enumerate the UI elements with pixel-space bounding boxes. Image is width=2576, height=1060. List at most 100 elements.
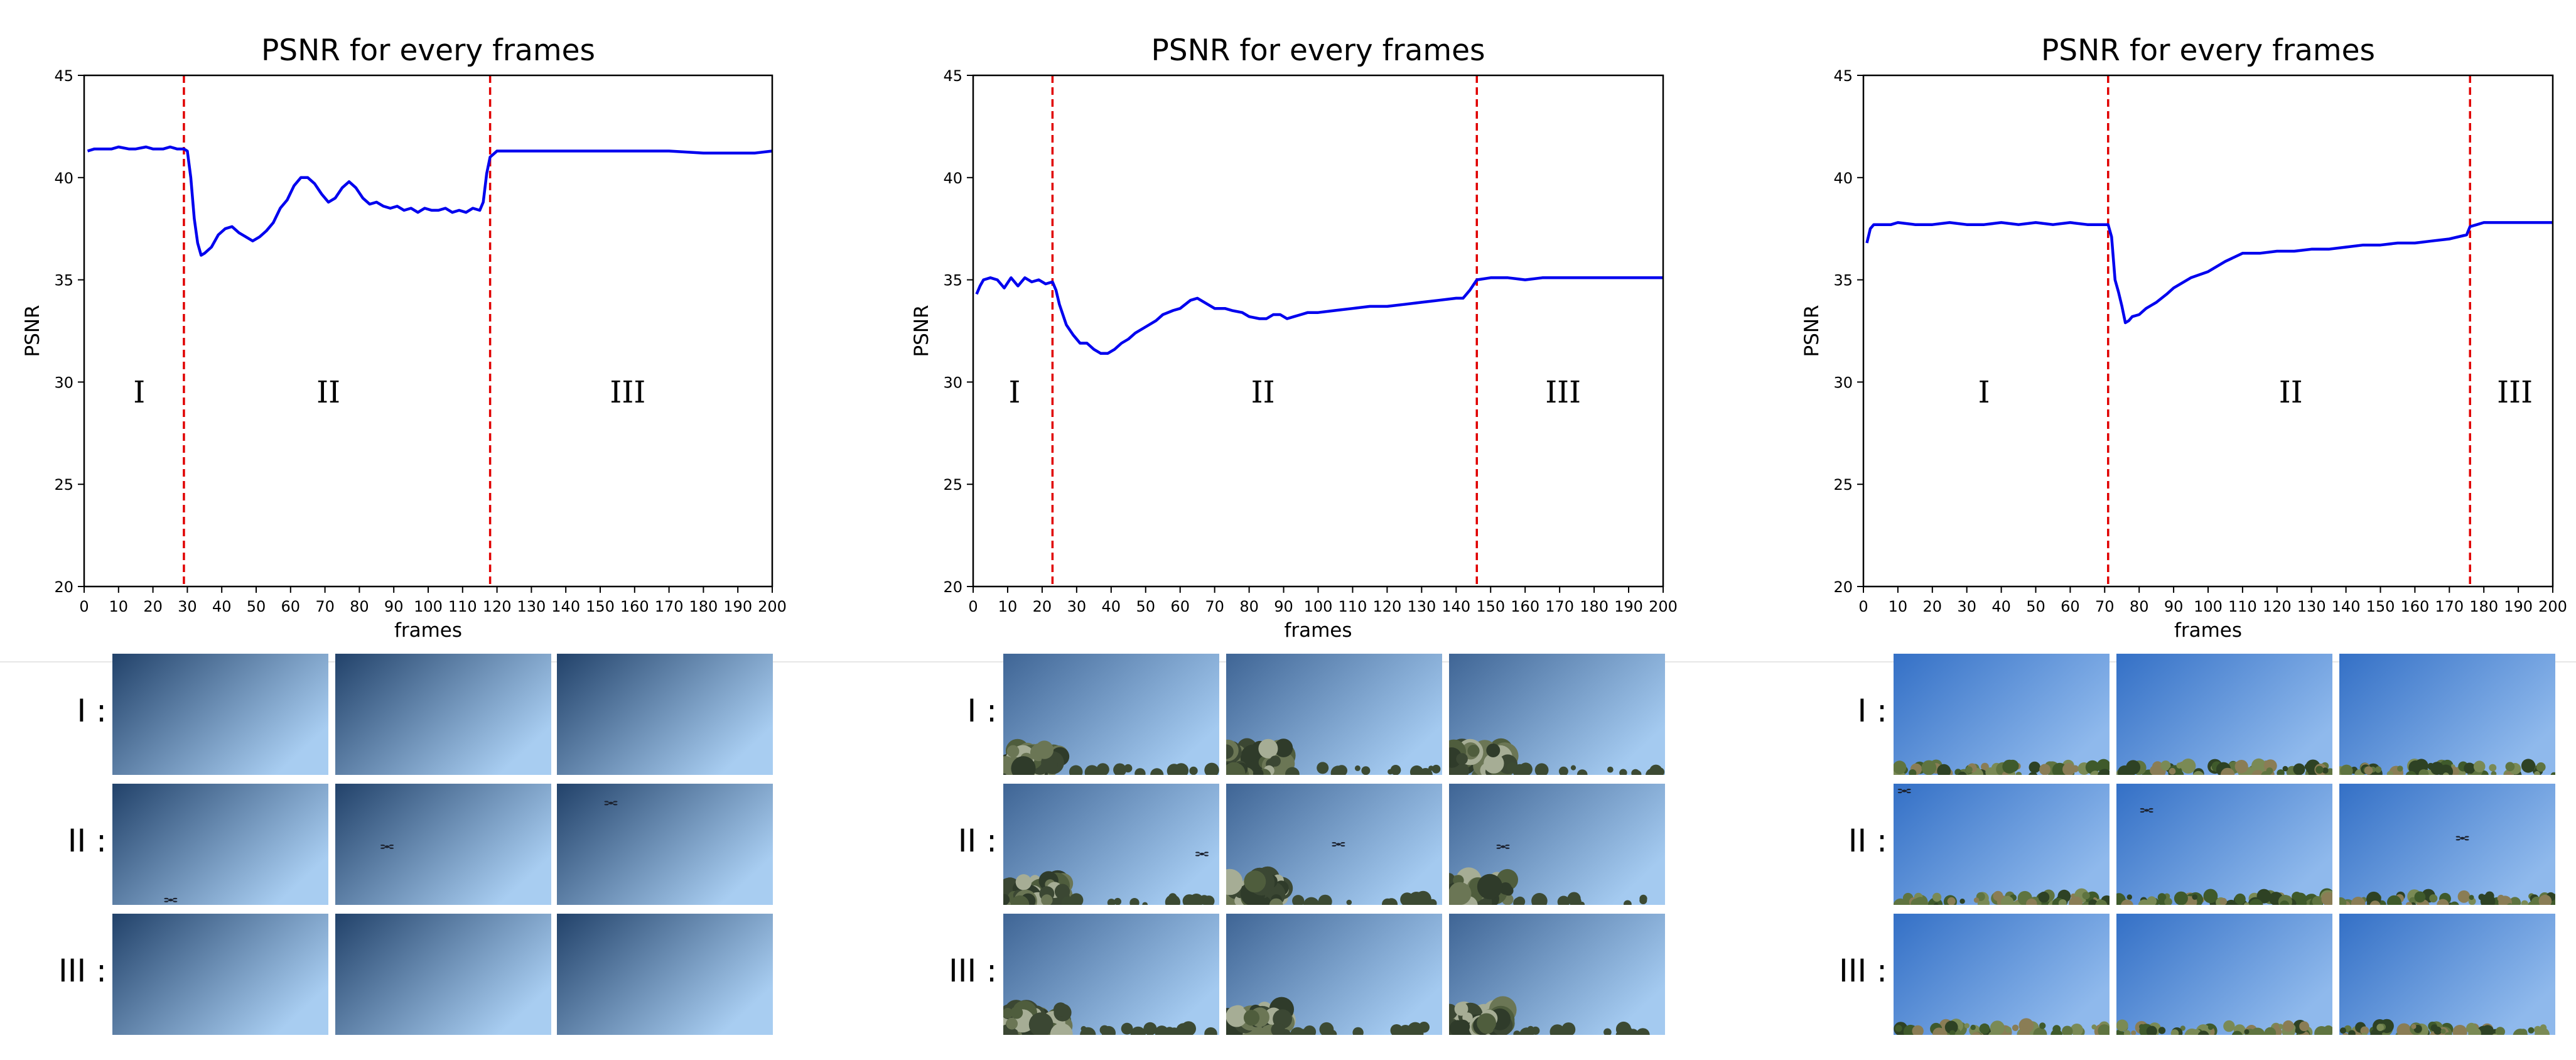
video-frame-thumbnail bbox=[2116, 654, 2332, 775]
x-tick-label: 140 bbox=[551, 598, 580, 615]
video-frame-thumbnail bbox=[335, 914, 551, 1035]
thumbnail-row-label: II : bbox=[957, 823, 997, 859]
video-frame-thumbnail bbox=[1226, 914, 1442, 1035]
y-tick-label: 40 bbox=[54, 170, 73, 187]
thumbnail-row-label: III : bbox=[1839, 953, 1887, 989]
x-tick-label: 0 bbox=[1858, 598, 1868, 615]
x-tick-label: 0 bbox=[79, 598, 89, 615]
x-tick-label: 20 bbox=[1033, 598, 1052, 615]
y-tick-label: 25 bbox=[54, 476, 73, 494]
x-tick-label: 200 bbox=[1649, 598, 1678, 615]
x-tick-label: 70 bbox=[315, 598, 335, 615]
x-tick-label: 140 bbox=[1442, 598, 1470, 615]
video-frame-thumbnail bbox=[1226, 654, 1442, 775]
video-frame-thumbnail bbox=[1894, 784, 2110, 905]
x-tick-label: 120 bbox=[483, 598, 512, 615]
x-tick-label: 190 bbox=[723, 598, 752, 615]
thumbnail-row-label: I : bbox=[1857, 693, 1888, 729]
segment-label: I bbox=[1008, 375, 1020, 410]
x-tick-label: 60 bbox=[1170, 598, 1190, 615]
x-tick-label: 50 bbox=[247, 598, 266, 615]
x-tick-label: 190 bbox=[2504, 598, 2533, 615]
plot-frame bbox=[972, 74, 1664, 588]
x-tick-label: 160 bbox=[620, 598, 649, 615]
video-frame-thumbnail bbox=[557, 654, 773, 775]
x-tick-label: 180 bbox=[689, 598, 718, 615]
video-frame-thumbnail bbox=[1449, 784, 1665, 905]
x-tick-label: 30 bbox=[178, 598, 197, 615]
y-axis-label: PSNR bbox=[21, 305, 44, 357]
y-tick-label: 35 bbox=[943, 272, 962, 289]
x-tick-label: 100 bbox=[2194, 598, 2223, 615]
x-tick-label: 170 bbox=[655, 598, 684, 615]
x-tick-label: 180 bbox=[1580, 598, 1609, 615]
y-tick-label: 20 bbox=[943, 578, 962, 596]
y-axis-label: PSNR bbox=[910, 305, 933, 357]
video-frame-thumbnail bbox=[2116, 784, 2332, 905]
segment-label: III bbox=[610, 375, 645, 410]
video-frame-thumbnail bbox=[112, 654, 328, 775]
y-tick-label: 25 bbox=[1833, 476, 1853, 494]
x-tick-label: 80 bbox=[350, 598, 369, 615]
x-tick-label: 10 bbox=[998, 598, 1018, 615]
segment-label: II bbox=[2279, 375, 2303, 410]
x-tick-label: 190 bbox=[1614, 598, 1643, 615]
x-tick-label: 140 bbox=[2332, 598, 2361, 615]
x-tick-label: 160 bbox=[2400, 598, 2429, 615]
y-tick-label: 40 bbox=[1833, 170, 1853, 187]
y-tick-label: 30 bbox=[1833, 374, 1853, 391]
x-tick-label: 150 bbox=[1476, 598, 1505, 615]
x-tick-label: 70 bbox=[2095, 598, 2115, 615]
x-tick-label: 170 bbox=[2435, 598, 2464, 615]
segment-label: I bbox=[1978, 375, 1990, 410]
x-tick-label: 10 bbox=[1889, 598, 1908, 615]
video-frame-thumbnail bbox=[1894, 914, 2110, 1035]
video-frame-thumbnail bbox=[112, 914, 328, 1035]
segment-label: II bbox=[1251, 375, 1275, 410]
x-tick-label: 80 bbox=[2130, 598, 2149, 615]
video-frame-thumbnail bbox=[335, 654, 551, 775]
y-axis-label: PSNR bbox=[1801, 305, 1823, 357]
video-frame-thumbnail bbox=[557, 784, 773, 905]
x-tick-label: 110 bbox=[1339, 598, 1367, 615]
video-frame-thumbnail bbox=[1894, 654, 2110, 775]
chart-2: PSNR for every frames 0 10 20 30 40 50 60 70 80 90… bbox=[910, 33, 1678, 642]
x-tick-label: 110 bbox=[2228, 598, 2257, 615]
x-axis-label: frames bbox=[1284, 619, 1352, 642]
thumbnail-row-label: II : bbox=[67, 823, 107, 859]
thumbnail-row-label: III : bbox=[58, 953, 107, 989]
chart-1: PSNR for every frames 0 10 20 30 40 50 60 70 80 90… bbox=[21, 33, 787, 642]
thumbnail-row-label: III : bbox=[949, 953, 997, 989]
y-tick-label: 25 bbox=[943, 476, 962, 494]
video-frame-thumbnail bbox=[1003, 654, 1219, 775]
x-tick-label: 60 bbox=[2061, 598, 2080, 615]
x-tick-label: 130 bbox=[1407, 598, 1436, 615]
x-tick-label: 80 bbox=[1239, 598, 1259, 615]
video-frame-thumbnail bbox=[2339, 914, 2555, 1035]
x-tick-label: 150 bbox=[586, 598, 615, 615]
x-tick-label: 20 bbox=[1923, 598, 1943, 615]
series-line bbox=[975, 276, 1663, 355]
y-tick-label: 45 bbox=[1833, 67, 1853, 85]
y-tick-label: 35 bbox=[1833, 272, 1853, 289]
series-line bbox=[87, 145, 773, 257]
x-axis-label: frames bbox=[2174, 619, 2242, 642]
video-frame-thumbnail bbox=[112, 784, 328, 905]
x-tick-label: 100 bbox=[1304, 598, 1333, 615]
x-tick-label: 120 bbox=[1372, 598, 1401, 615]
video-frame-thumbnail bbox=[1226, 784, 1442, 905]
y-tick-label: 45 bbox=[943, 67, 962, 85]
x-tick-label: 200 bbox=[758, 598, 787, 615]
chart-title: PSNR for every frames bbox=[1151, 33, 1485, 68]
x-tick-label: 90 bbox=[384, 598, 404, 615]
segment-label: III bbox=[1545, 375, 1581, 410]
x-tick-label: 0 bbox=[968, 598, 978, 615]
thumbnail-row-label: I : bbox=[77, 693, 107, 729]
x-tick-label: 30 bbox=[1957, 598, 1976, 615]
segment-label: I bbox=[133, 375, 145, 410]
video-frame-thumbnail bbox=[335, 784, 551, 905]
x-tick-label: 50 bbox=[2026, 598, 2045, 615]
x-tick-label: 110 bbox=[448, 598, 477, 615]
x-tick-label: 40 bbox=[1102, 598, 1121, 615]
series-line bbox=[1865, 221, 2553, 325]
